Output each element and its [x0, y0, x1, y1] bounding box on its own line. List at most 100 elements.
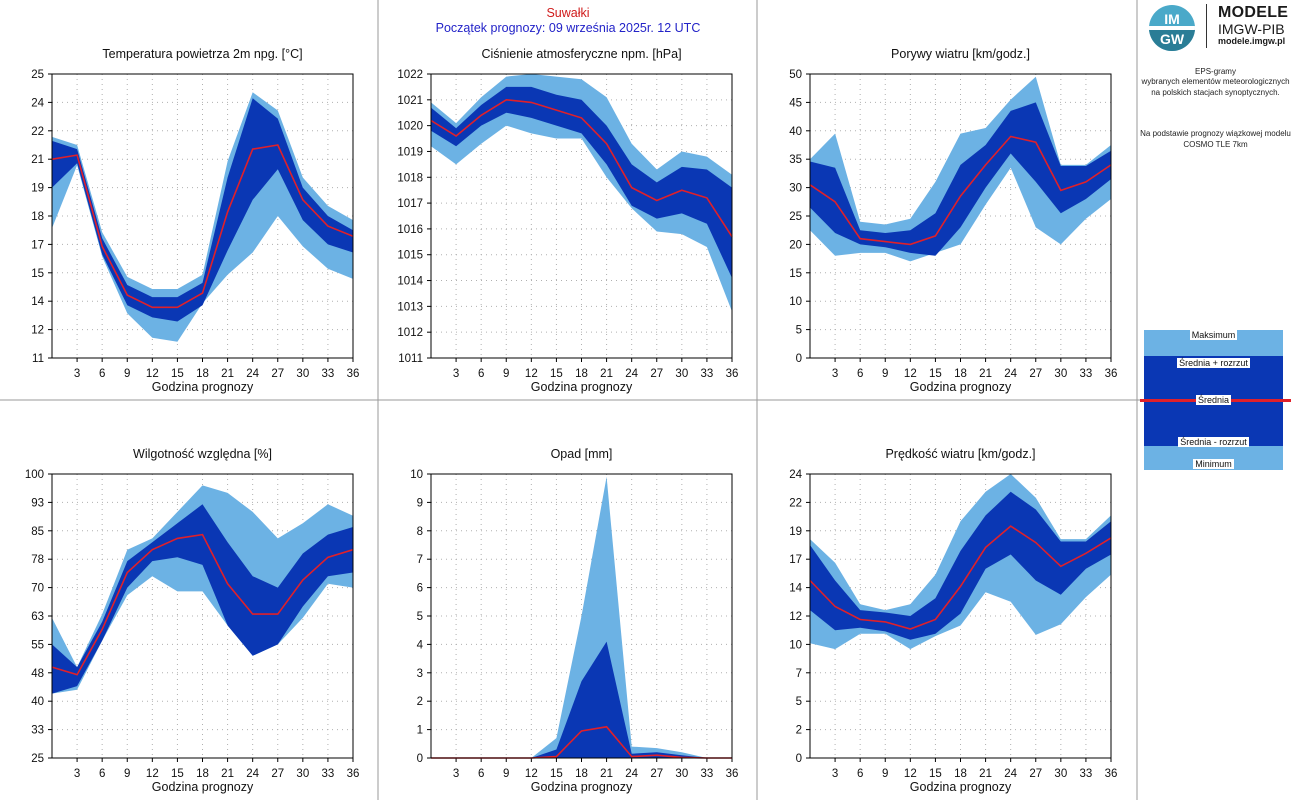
precipitation-outer-band	[431, 476, 732, 758]
logo-subtitle: IMGW-PIB	[1218, 21, 1285, 37]
humidity-xtick-label: 33	[322, 768, 335, 780]
wind-gusts-xtick-label: 36	[1105, 368, 1118, 380]
wind-gusts-xtick-label: 27	[1029, 368, 1042, 380]
temperature-ytick-label: 19	[31, 183, 44, 195]
pressure-ytick-label: 1012	[397, 327, 423, 339]
wind-gusts-ytick-label: 5	[796, 325, 802, 337]
wind-gusts-ytick-label: 15	[789, 268, 802, 280]
precipitation-xtick-label: 36	[726, 768, 739, 780]
temperature-xtick-label: 33	[322, 368, 335, 380]
temperature-xtick-label: 21	[221, 368, 234, 380]
legend-mean-minus: Średnia - rozrzut	[1178, 437, 1249, 447]
precipitation-title: Opad [mm]	[551, 447, 613, 461]
temperature-inner-band	[52, 98, 353, 322]
humidity-ytick-label: 63	[31, 611, 44, 623]
legend: Maksimum Średnia + rozrzut Średnia Średn…	[1140, 330, 1291, 470]
temperature-ytick-label: 22	[31, 126, 44, 138]
humidity-ytick-label: 85	[31, 526, 44, 538]
precipitation-ytick-label: 4	[417, 639, 424, 651]
wind-speed-ytick-label: 14	[789, 583, 802, 595]
description-line1: EPS-gramy wybranych elementów meteorolog…	[1141, 66, 1290, 97]
temperature-xtick-label: 36	[347, 368, 360, 380]
pressure-xtick-label: 36	[726, 368, 739, 380]
humidity-xtick-label: 36	[347, 768, 360, 780]
humidity-plot-frame-top	[51, 473, 354, 759]
temperature-ytick-label: 17	[31, 239, 44, 251]
temperature-chart: Temperatura powietrza 2m npg. [°C] 11 12 14…	[31, 47, 359, 394]
humidity-xlabel: Godzina prognozy	[152, 780, 254, 794]
temperature-ytick-label: 21	[31, 154, 44, 166]
temperature-xtick-label: 15	[171, 368, 184, 380]
wind-speed-xtick-label: 24	[1004, 768, 1017, 780]
wind-speed-xlabel: Godzina prognozy	[910, 780, 1012, 794]
precipitation-ytick-label: 8	[417, 526, 423, 538]
precipitation-xtick-label: 9	[503, 768, 509, 780]
humidity-xtick-label: 18	[196, 768, 209, 780]
wind-speed-xtick-label: 30	[1054, 768, 1067, 780]
humidity-ytick-label: 78	[31, 554, 44, 566]
temperature-plot-frame-top	[51, 73, 354, 359]
legend-min: Minimum	[1193, 459, 1234, 469]
pressure-ytick-label: 1020	[397, 121, 423, 133]
humidity-ytick-label: 55	[31, 639, 44, 651]
temperature-ytick-label: 11	[32, 353, 44, 365]
wind-speed-ytick-label: 24	[789, 469, 802, 481]
wind-speed-ytick-label: 7	[796, 668, 802, 680]
precipitation-ytick-label: 5	[417, 611, 423, 623]
pressure-xtick-label: 9	[503, 368, 509, 380]
wind-gusts-xtick-label: 3	[832, 368, 838, 380]
precipitation-ytick-label: 2	[417, 696, 423, 708]
temperature-xtick-label: 3	[74, 368, 80, 380]
pressure-inner-band	[431, 86, 732, 279]
precipitation-ytick-label: 1	[417, 725, 423, 737]
precipitation-xlabel: Godzina prognozy	[531, 780, 633, 794]
precipitation-ytick-label: 7	[417, 554, 423, 566]
wind-gusts-xtick-label: 9	[882, 368, 888, 380]
pressure-xtick-label: 18	[575, 368, 588, 380]
wind-speed-ytick-label: 5	[796, 696, 802, 708]
humidity-ytick-label: 40	[31, 696, 44, 708]
precipitation-xtick-label: 15	[550, 768, 563, 780]
precipitation-ytick-label: 9	[417, 497, 423, 509]
pressure-ytick-label: 1014	[397, 276, 423, 288]
wind-gusts-inner-band	[810, 102, 1111, 256]
pressure-xtick-label: 12	[525, 368, 538, 380]
wind-gusts-xtick-label: 30	[1054, 368, 1067, 380]
pressure-ytick-label: 1019	[397, 146, 423, 158]
temperature-xtick-label: 6	[99, 368, 105, 380]
precipitation-xtick-label: 6	[478, 768, 484, 780]
precipitation-ytick-label: 0	[417, 753, 423, 765]
wind-speed-plot-frame-top	[809, 473, 1112, 759]
temperature-xtick-label: 24	[246, 368, 259, 380]
precipitation-xtick-label: 24	[625, 768, 638, 780]
temperature-ytick-label: 24	[31, 97, 44, 109]
pressure-ytick-label: 1011	[398, 353, 423, 365]
humidity-inner-band	[52, 504, 353, 694]
wind-gusts-mean-line	[809, 135, 1112, 246]
temperature-ytick-label: 18	[31, 211, 44, 223]
wind-gusts-ytick-label: 40	[789, 126, 802, 138]
pressure-title: Ciśnienie atmosferyczne npm. [hPa]	[481, 47, 681, 61]
wind-gusts-ytick-label: 0	[796, 353, 802, 365]
station-name: Suwałki	[546, 6, 590, 20]
pressure-xtick-label: 15	[550, 368, 563, 380]
humidity-xtick-label: 21	[221, 768, 234, 780]
precipitation-xtick-label: 27	[650, 768, 663, 780]
pressure-xtick-label: 3	[453, 368, 459, 380]
wind-gusts-plot-frame-top	[809, 73, 1112, 359]
temperature-xlabel: Godzina prognozy	[152, 380, 254, 394]
precipitation-plot-frame-top	[430, 473, 733, 759]
humidity-xtick-label: 15	[171, 768, 184, 780]
logo-mark-top: IM	[1164, 11, 1180, 27]
precipitation-ytick-label: 10	[410, 469, 423, 481]
precipitation-xtick-label: 21	[600, 768, 613, 780]
logo-url[interactable]: modele.imgw.pl	[1218, 36, 1286, 46]
precipitation-xtick-label: 33	[701, 768, 714, 780]
temperature-mean-line	[51, 144, 354, 309]
wind-gusts-ytick-label: 45	[789, 97, 802, 109]
pressure-xtick-label: 24	[625, 368, 638, 380]
pressure-ytick-label: 1018	[397, 172, 423, 184]
humidity-xtick-label: 27	[271, 768, 284, 780]
temperature-xtick-label: 18	[196, 368, 209, 380]
